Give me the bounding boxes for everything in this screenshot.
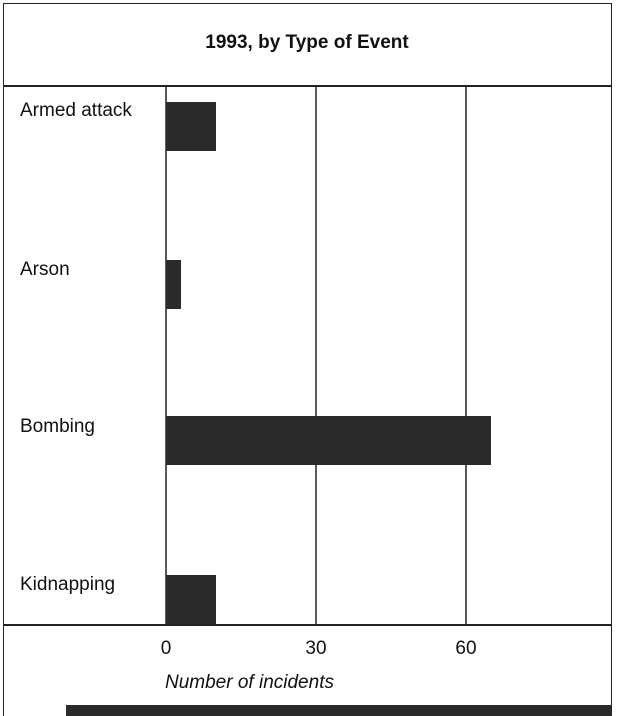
bar-armed-attack	[166, 102, 216, 151]
chart-frame	[3, 3, 612, 716]
chart-title: 1993, by Type of Event	[205, 32, 409, 53]
category-label-bombing: Bombing	[20, 416, 95, 437]
x-tick-label-0: 0	[160, 638, 172, 659]
x-tick-label-30: 30	[305, 638, 327, 659]
bar-bombing	[166, 416, 491, 465]
footer-bar	[66, 705, 612, 716]
plot-bottom-divider	[3, 624, 612, 626]
bar-arson	[166, 260, 181, 309]
bar-kidnapping	[166, 575, 216, 624]
category-label-armed-attack: Armed attack	[20, 100, 132, 121]
x-axis-label: Number of incidents	[165, 672, 334, 693]
category-label-kidnapping: Kidnapping	[20, 574, 116, 595]
category-label-arson: Arson	[20, 259, 70, 280]
title-divider	[3, 85, 612, 87]
x-tick-label-60: 60	[455, 638, 477, 659]
